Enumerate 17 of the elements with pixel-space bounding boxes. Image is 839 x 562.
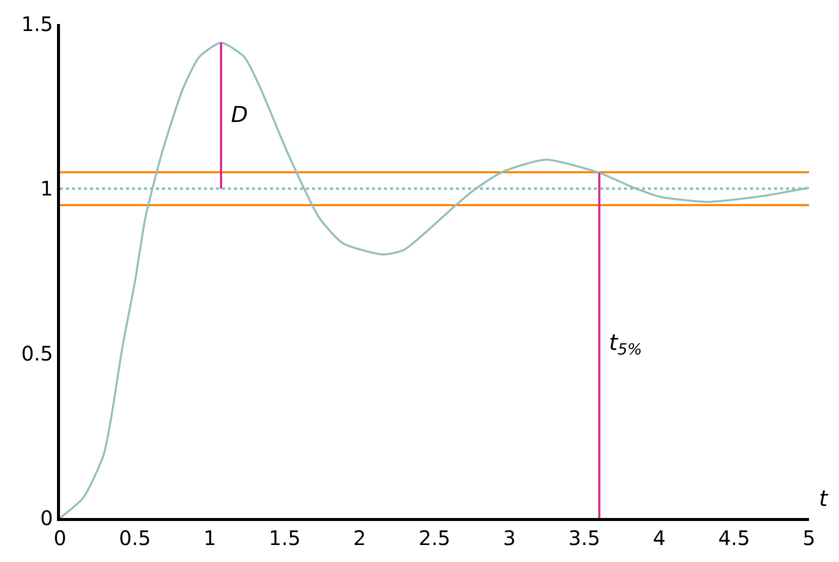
x-tick-label: 4 (652, 526, 666, 550)
y-tick-label: 1 (40, 176, 53, 201)
series-label: D (231, 103, 248, 128)
x-tick-label: 5 (802, 526, 816, 550)
x-axis-title: t (819, 487, 829, 512)
x-tick-label: 2.5 (418, 526, 450, 550)
x-tick-label: 2 (353, 526, 366, 550)
y-tick-label: 0.5 (21, 341, 53, 366)
series-label: t$_{5%}$ (609, 331, 642, 359)
x-tick-label: 3 (503, 526, 516, 550)
y-tick-label: 0 (40, 506, 53, 530)
x-tick-label: 1 (203, 526, 216, 550)
x-tick-label: 1.5 (268, 526, 301, 550)
x-tick-label: 4.5 (718, 526, 750, 550)
x-tick-label: 3.5 (568, 526, 600, 550)
x-tick-label: 0.5 (118, 526, 151, 550)
y-tick-label: 1.5 (21, 12, 53, 36)
